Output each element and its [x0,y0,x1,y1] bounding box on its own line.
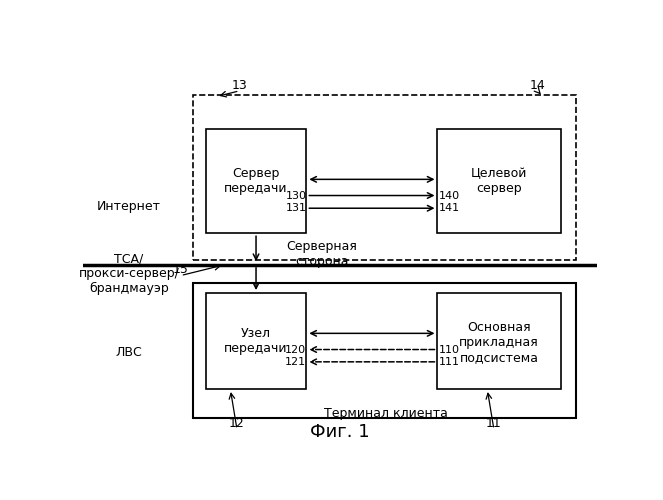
Bar [438,293,561,389]
Text: Целевой
сервер: Целевой сервер [471,168,527,196]
Text: 130: 130 [285,190,306,200]
Text: Серверная
сторона: Серверная сторона [286,240,357,268]
Text: 110: 110 [439,344,460,354]
Text: Сервер
передачи: Сервер передачи [224,168,288,196]
Text: 111: 111 [439,357,460,367]
Text: 11: 11 [486,418,502,430]
Bar [194,284,576,418]
Text: 12: 12 [229,418,245,430]
Text: ЛВС: ЛВС [116,346,143,359]
Bar [206,130,306,233]
Text: 15: 15 [172,264,188,276]
Text: 140: 140 [439,190,460,200]
Text: 120: 120 [285,344,306,354]
Text: Основная
прикладная
подсистема: Основная прикладная подсистема [459,322,539,364]
Bar [206,293,306,389]
Text: Фиг. 1: Фиг. 1 [310,423,369,441]
Bar [438,130,561,233]
Text: 141: 141 [439,203,460,213]
Text: Узел
передачи: Узел передачи [224,327,288,355]
Text: Терминал клиента: Терминал клиента [324,407,448,420]
Text: 14: 14 [530,78,546,92]
Text: Интернет: Интернет [97,200,161,213]
Text: 121: 121 [285,357,306,367]
Text: 13: 13 [231,78,247,92]
Text: ТСА/
прокси-сервер/
брандмауэр: ТСА/ прокси-сервер/ брандмауэр [79,252,180,295]
Bar [194,94,576,260]
Text: 131: 131 [285,203,306,213]
